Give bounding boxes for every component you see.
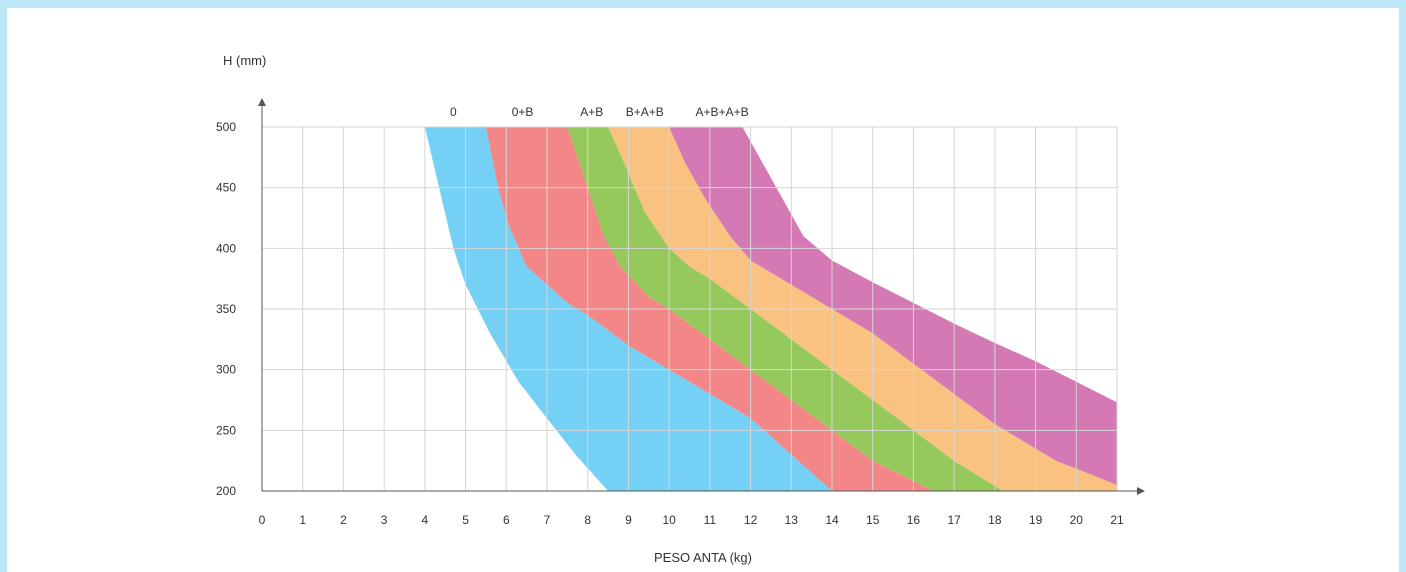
x-tick-14: 14 bbox=[825, 513, 839, 527]
x-tick-8: 8 bbox=[584, 513, 591, 527]
band-A+B bbox=[567, 127, 1003, 491]
y-tick-200: 200 bbox=[216, 484, 236, 498]
band-B+A+B bbox=[608, 127, 1117, 491]
grid-layer bbox=[262, 126, 1118, 491]
x-tick-11: 11 bbox=[704, 513, 717, 527]
x-tick-13: 13 bbox=[785, 513, 799, 527]
y-tick-350: 350 bbox=[216, 302, 236, 316]
x-tick-21: 21 bbox=[1110, 513, 1124, 527]
band-label-0+B: 0+B bbox=[512, 105, 534, 119]
x-axis-label: PESO ANTA (kg) bbox=[654, 550, 752, 565]
x-tick-3: 3 bbox=[381, 513, 388, 527]
x-tick-2: 2 bbox=[340, 513, 347, 527]
x-tick-9: 9 bbox=[625, 513, 632, 527]
x-tick-1: 1 bbox=[299, 513, 306, 527]
x-tick-0: 0 bbox=[259, 513, 266, 527]
band-label-B+A+B: B+A+B bbox=[626, 105, 664, 119]
x-tick-19: 19 bbox=[1029, 513, 1043, 527]
band-0+B bbox=[485, 127, 934, 491]
chart-panel: 0 1 2 3 4 5 6 7 8 9 10 11 12 13 14 15 16 17 18 19 20 21 200 250… bbox=[7, 8, 1399, 572]
band-label-A+B+A+B: A+B+A+B bbox=[696, 105, 749, 119]
band-labels-layer: 0 0+B A+B B+A+B A+B+A+B bbox=[450, 105, 749, 119]
x-tick-12: 12 bbox=[744, 513, 758, 527]
axes-layer bbox=[258, 98, 1145, 495]
band-label-0: 0 bbox=[450, 105, 457, 119]
x-tick-20: 20 bbox=[1070, 513, 1084, 527]
x-axis-arrow bbox=[1137, 487, 1145, 495]
x-tick-15: 15 bbox=[866, 513, 880, 527]
band-label-A+B: A+B bbox=[580, 105, 603, 119]
y-tick-500: 500 bbox=[216, 120, 236, 134]
y-tick-400: 400 bbox=[216, 241, 236, 255]
x-tick-16: 16 bbox=[907, 513, 921, 527]
x-tick-5: 5 bbox=[462, 513, 469, 527]
y-axis-label: H (mm) bbox=[223, 53, 266, 68]
x-tick-7: 7 bbox=[544, 513, 551, 527]
x-tick-18: 18 bbox=[988, 513, 1002, 527]
ticks-layer: 0 1 2 3 4 5 6 7 8 9 10 11 12 13 14 15 16 17 18 19 20 21200250… bbox=[216, 120, 1124, 527]
x-tick-17: 17 bbox=[947, 513, 961, 527]
y-tick-250: 250 bbox=[216, 423, 236, 437]
x-tick-10: 10 bbox=[662, 513, 676, 527]
chart-svg: 0 1 2 3 4 5 6 7 8 9 10 11 12 13 14 15 16 17 18 19 20 21200250… bbox=[216, 53, 1145, 565]
y-tick-300: 300 bbox=[216, 363, 236, 377]
y-tick-450: 450 bbox=[216, 181, 236, 195]
y-axis-arrow bbox=[258, 98, 266, 106]
x-tick-6: 6 bbox=[503, 513, 510, 527]
x-tick-4: 4 bbox=[422, 513, 429, 527]
